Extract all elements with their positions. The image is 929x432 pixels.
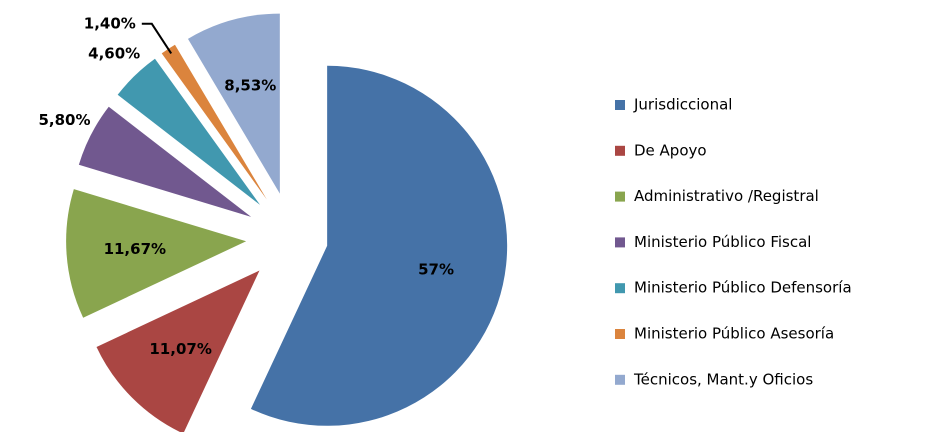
legend-swatch xyxy=(615,191,625,202)
pie-slice xyxy=(161,44,267,200)
pie-slice xyxy=(187,13,280,194)
legend-swatch xyxy=(615,145,625,156)
data-label: 1,40% xyxy=(84,14,136,32)
data-label: 5,80% xyxy=(38,111,90,129)
data-label: 11,67% xyxy=(104,240,166,258)
pie-slice xyxy=(66,189,247,318)
legend-label: De Apoyo xyxy=(634,141,707,159)
legend-label: Técnicos, Mant.y Oficios xyxy=(633,370,813,388)
data-label: 8,53% xyxy=(224,77,276,95)
legend-label: Jurisdiccional xyxy=(633,96,732,114)
data-label: 57% xyxy=(418,261,454,279)
legend-swatch xyxy=(615,329,625,339)
legend-label: Ministerio Público Asesoría xyxy=(634,325,834,343)
leader-line xyxy=(141,22,173,54)
pie-slice xyxy=(117,58,261,205)
legend-label: Ministerio Público Fiscal xyxy=(634,233,811,251)
legend-swatch xyxy=(615,237,625,248)
data-label: 4,60% xyxy=(88,44,140,62)
legend-label: Ministerio Público Defensoría xyxy=(634,279,852,297)
pie-slice xyxy=(250,65,508,426)
legend-swatch xyxy=(615,100,625,110)
legend-label: Administrativo /Registral xyxy=(634,187,819,205)
pie-slice xyxy=(78,106,252,217)
data-label: 11,07% xyxy=(149,340,211,358)
legend-swatch xyxy=(615,283,625,294)
legend-swatch xyxy=(615,374,625,385)
pie-slice xyxy=(96,270,260,432)
